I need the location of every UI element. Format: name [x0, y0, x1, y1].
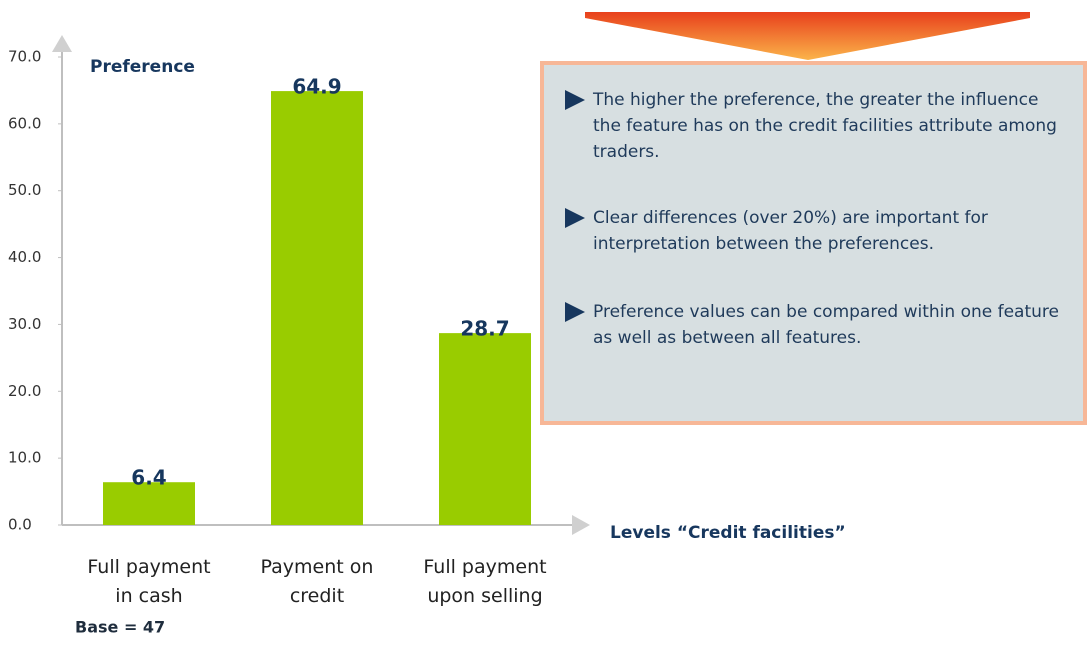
bar — [271, 91, 363, 526]
y-axis-arrow — [52, 35, 72, 52]
notes-box — [540, 61, 1087, 425]
value-label: 6.4 — [131, 466, 166, 490]
note-text: Preference values can be compared within… — [565, 299, 1065, 351]
note-text: The higher the preference, the greater t… — [565, 87, 1065, 165]
x-tick-label: Payment on credit — [260, 556, 374, 607]
y-tick-label: 20.0 — [8, 382, 41, 400]
value-label: 28.7 — [460, 317, 509, 341]
y-tick-label: 70.0 — [8, 48, 41, 66]
bullet — [565, 302, 585, 322]
bullet — [565, 208, 585, 228]
x-axis-title: Levels “Credit facilities” — [610, 523, 846, 543]
x-tick-label: Full payment upon selling — [423, 556, 547, 607]
y-axis-title: Preference — [90, 57, 195, 77]
note-text: Clear differences (over 20%) are importa… — [565, 205, 1065, 257]
footnote: Base = 47 — [75, 618, 165, 637]
y-tick-label: 30.0 — [8, 315, 41, 333]
banner-arrow — [585, 12, 1030, 60]
y-tick-label: 40.0 — [8, 248, 41, 266]
bar — [439, 333, 531, 525]
bar — [103, 482, 195, 525]
bullet — [565, 90, 585, 110]
y-tick-label: 10.0 — [8, 449, 41, 467]
y-tick-label: 50.0 — [8, 181, 41, 199]
x-axis-arrow — [572, 515, 590, 535]
y-tick-label: 60.0 — [8, 114, 41, 132]
y-tick-label: 0.0 — [8, 516, 32, 534]
value-label: 64.9 — [292, 75, 341, 99]
x-tick-label: Full payment in cash — [87, 556, 211, 607]
